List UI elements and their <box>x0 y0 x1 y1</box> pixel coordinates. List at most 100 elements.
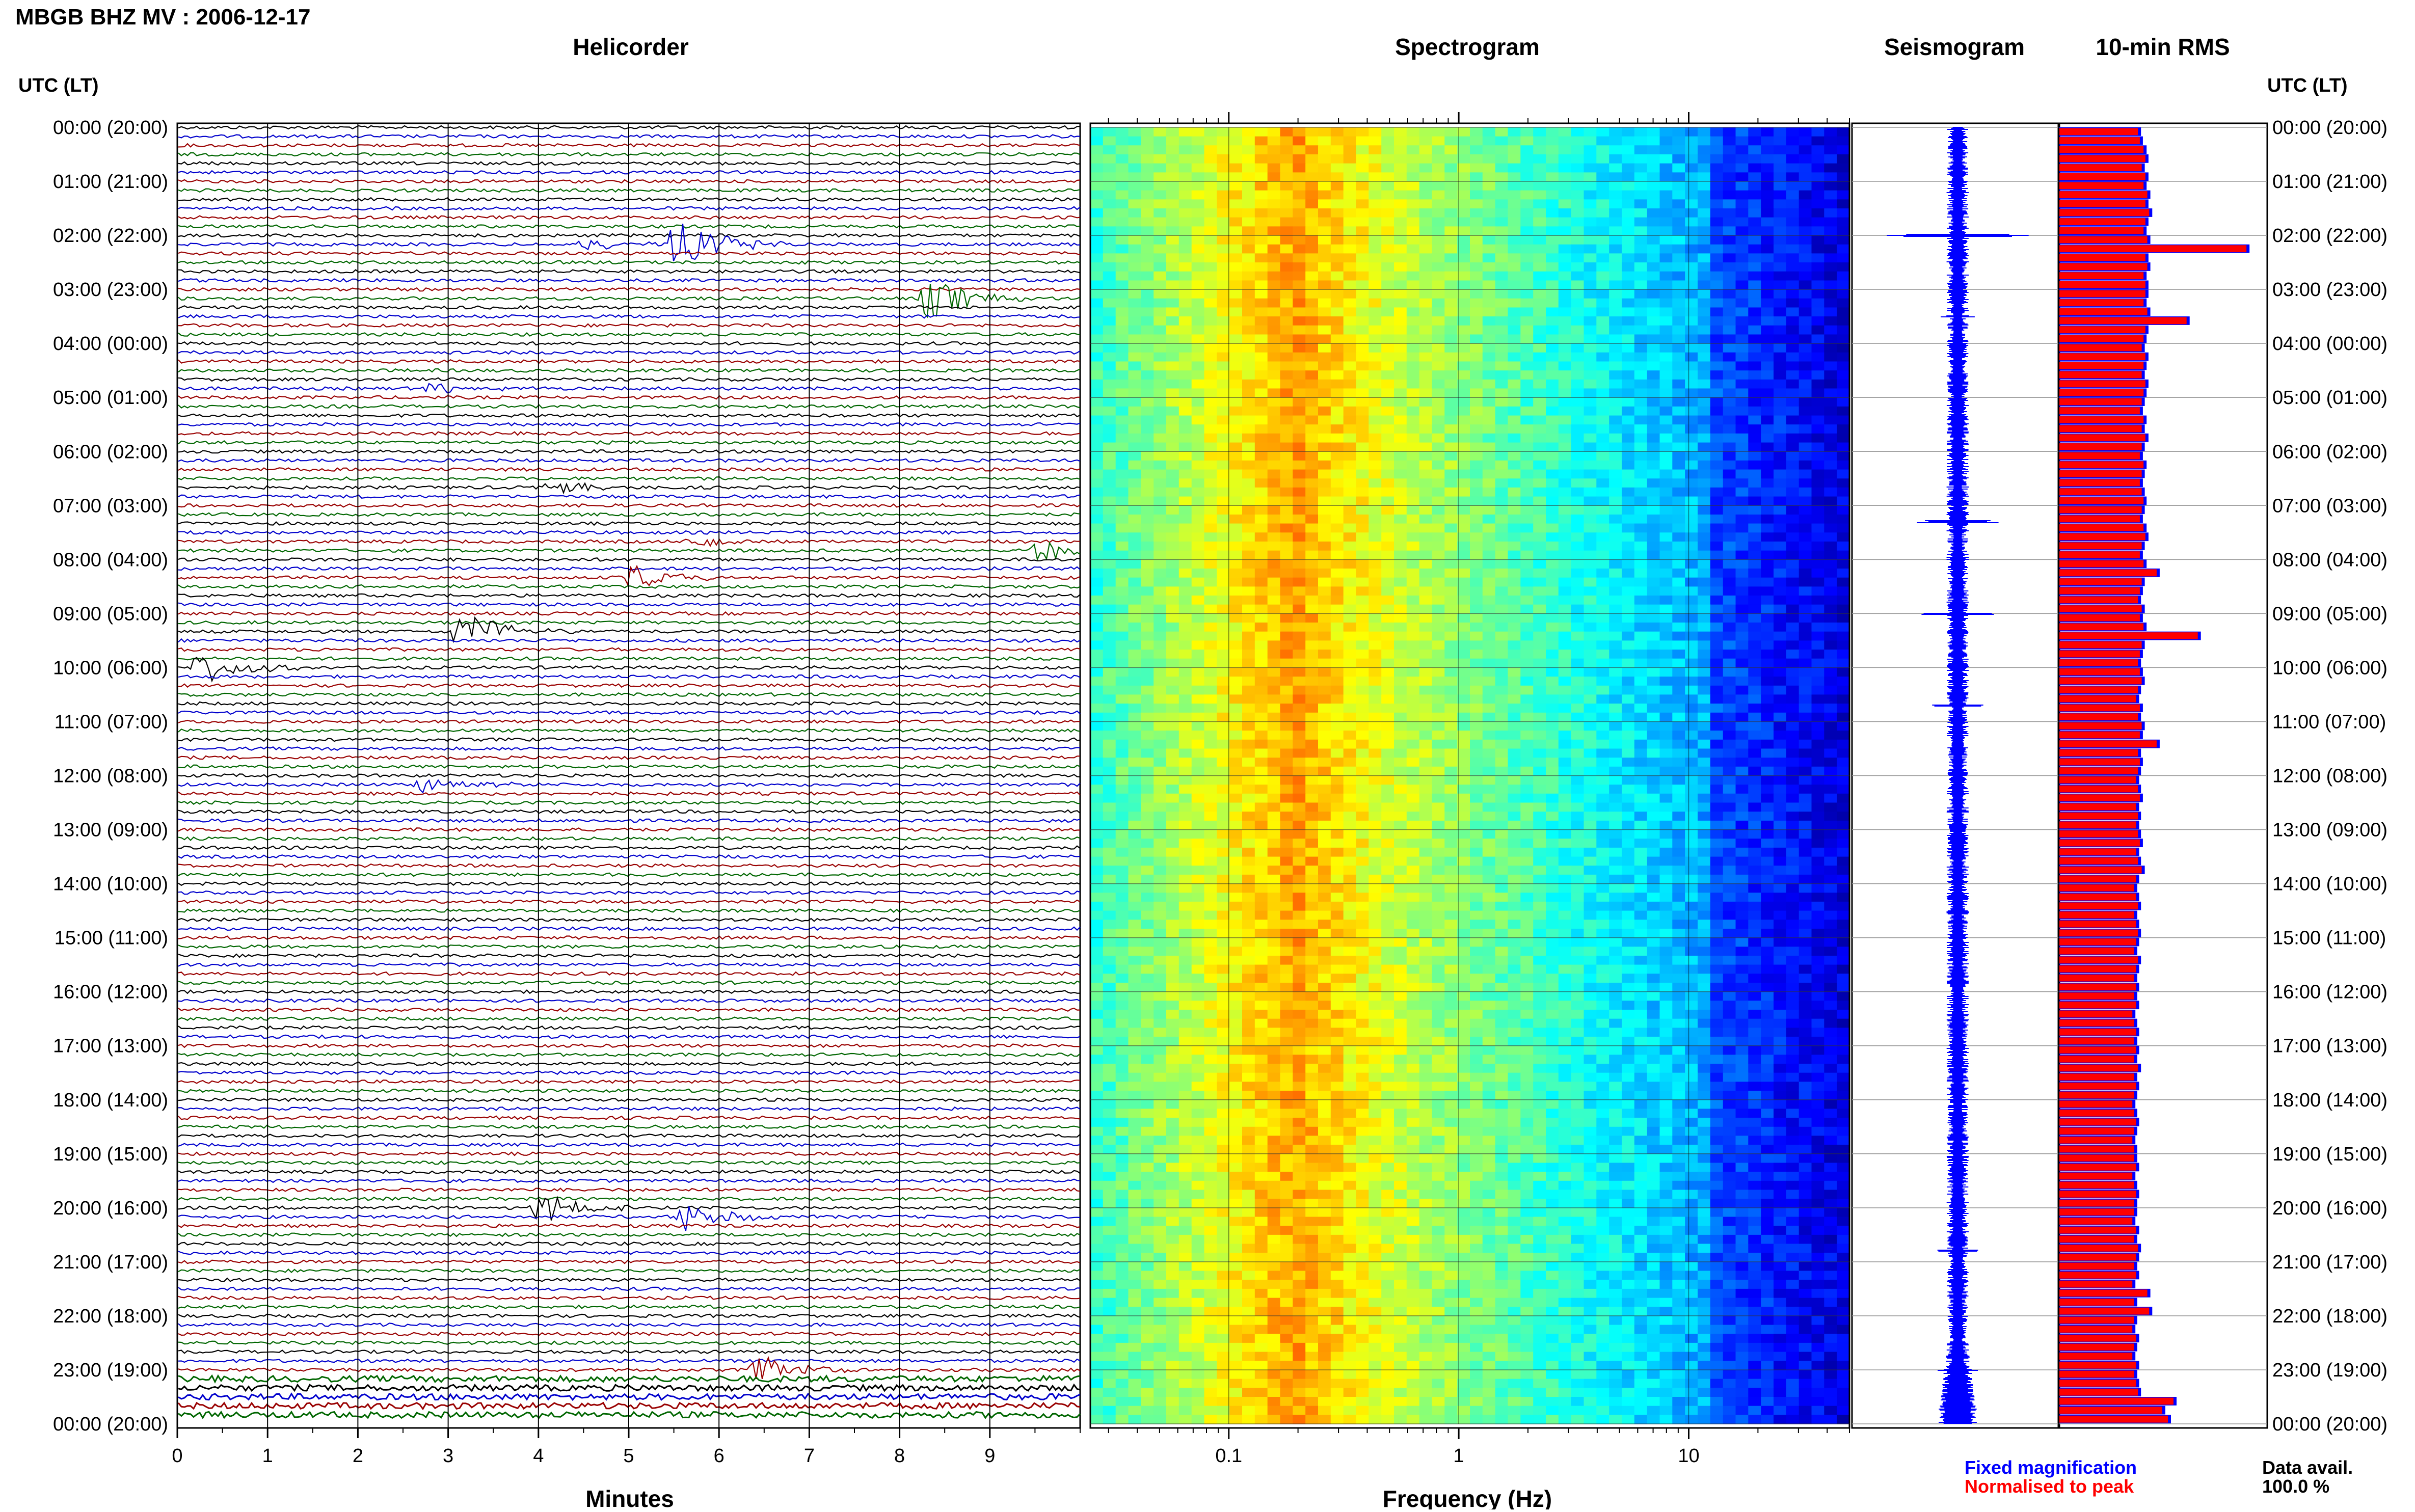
spectrogram-cell <box>1457 316 1470 326</box>
spectrogram-cell <box>1141 488 1154 497</box>
spectrogram-cell <box>1622 551 1635 560</box>
spectrogram-cell <box>1622 613 1635 623</box>
spectrogram-cell <box>1153 362 1167 371</box>
spectrogram-cell <box>1129 776 1142 785</box>
spectrogram-cell <box>1268 380 1281 389</box>
spectrogram-cell <box>1685 308 1698 317</box>
spectrogram-cell <box>1837 478 1850 488</box>
spectrogram-cell <box>1153 461 1167 470</box>
spectrogram-cell <box>1305 164 1319 173</box>
spectrogram-cell <box>1634 559 1648 569</box>
spectrogram-cell <box>1217 281 1230 290</box>
spectrogram-cell <box>1609 559 1622 569</box>
spectrogram-cell <box>1344 370 1357 380</box>
spectrogram-cell <box>1520 154 1534 164</box>
spectrogram-cell <box>1824 137 1837 146</box>
spectrogram-cell <box>1685 758 1698 767</box>
spectrogram-cell <box>1520 677 1534 686</box>
spectrogram-cell <box>1824 145 1837 154</box>
spectrogram-cell <box>1192 434 1205 443</box>
spectrogram-cell <box>1685 451 1698 461</box>
spectrogram-cell <box>1660 416 1673 425</box>
spectrogram-cell <box>1483 551 1496 560</box>
spectrogram-cell <box>1622 478 1635 488</box>
spectrogram-cell <box>1634 262 1648 272</box>
spectrogram-cell <box>1584 353 1597 362</box>
spectrogram-cell <box>1672 605 1685 614</box>
spectrogram-cell <box>1166 343 1179 353</box>
spectrogram-cell <box>1786 199 1800 208</box>
spectrogram-cell <box>1672 416 1685 425</box>
spectrogram-cell <box>1217 478 1230 488</box>
spectrogram-cell <box>1255 218 1268 227</box>
spectrogram-cell <box>1268 326 1281 335</box>
spectrogram-cell <box>1723 776 1736 785</box>
spectrogram-cell <box>1546 812 1559 821</box>
spectrogram-cell <box>1786 731 1800 740</box>
spectrogram-cell <box>1356 416 1370 425</box>
spectrogram-cell <box>1495 515 1509 524</box>
spectrogram-cell <box>1179 767 1192 776</box>
spectrogram-cell <box>1736 451 1749 461</box>
spectrogram-cell <box>1153 632 1167 641</box>
spectrogram-cell <box>1723 785 1736 794</box>
spectrogram-cell <box>1242 758 1255 767</box>
spectrogram-cell <box>1280 677 1294 686</box>
spectrogram-cell <box>1407 407 1420 416</box>
spectrogram-cell <box>1381 551 1394 560</box>
spectrogram-cell <box>1090 281 1104 290</box>
spectrogram-cell <box>1090 839 1104 848</box>
spectrogram-cell <box>1242 235 1255 245</box>
spectrogram-cell <box>1736 272 1749 281</box>
spectrogram-cell <box>1609 397 1622 407</box>
spectrogram-cell <box>1255 839 1268 848</box>
spectrogram-cell <box>1483 245 1496 254</box>
spectrogram-cell <box>1520 694 1534 704</box>
spectrogram-cell <box>1672 569 1685 578</box>
spectrogram-cell <box>1508 740 1521 749</box>
spectrogram-cell <box>1824 380 1837 389</box>
spectrogram-cell <box>1166 722 1179 731</box>
spectrogram-cell <box>1166 380 1179 389</box>
spectrogram-cell <box>1268 407 1281 416</box>
spectrogram-cell <box>1444 154 1458 164</box>
spectrogram-cell <box>1331 767 1344 776</box>
spectrogram-cell <box>1369 443 1382 452</box>
spectrogram-cell <box>1786 154 1800 164</box>
spectrogram-cell <box>1584 191 1597 200</box>
spectrogram-cell <box>1520 326 1534 335</box>
spectrogram-cell <box>1331 208 1344 218</box>
spectrogram-cell <box>1103 470 1116 479</box>
spectrogram-cell <box>1242 694 1255 704</box>
spectrogram-cell <box>1394 308 1407 317</box>
spectrogram-cell <box>1799 434 1812 443</box>
spectrogram-cell <box>1837 650 1850 659</box>
spectrogram-cell <box>1318 848 1331 857</box>
spectrogram-cell <box>1470 551 1483 560</box>
spectrogram-cell <box>1799 478 1812 488</box>
spectrogram-cell <box>1495 208 1509 218</box>
spectrogram-cell <box>1217 722 1230 731</box>
spectrogram-cell <box>1571 497 1585 506</box>
spectrogram-cell <box>1103 731 1116 740</box>
spectrogram-cell <box>1217 272 1230 281</box>
spectrogram-cell <box>1103 226 1116 235</box>
spectrogram-cell <box>1356 596 1370 605</box>
spectrogram-cell <box>1192 722 1205 731</box>
spectrogram-cell <box>1672 154 1685 164</box>
spectrogram-cell <box>1622 785 1635 794</box>
spectrogram-cell <box>1748 145 1761 154</box>
spectrogram-cell <box>1280 470 1294 479</box>
spectrogram-cell <box>1179 686 1192 695</box>
spectrogram-cell <box>1116 478 1129 488</box>
spectrogram-cell <box>1369 407 1382 416</box>
spectrogram-cell <box>1166 316 1179 326</box>
spectrogram-cell <box>1318 694 1331 704</box>
spectrogram-cell <box>1837 812 1850 821</box>
spectrogram-cell <box>1116 245 1129 254</box>
spectrogram-cell <box>1369 353 1382 362</box>
spectrogram-cell <box>1483 164 1496 173</box>
spectrogram-cell <box>1748 667 1761 677</box>
spectrogram-cell <box>1369 578 1382 587</box>
spectrogram-cell <box>1596 613 1609 623</box>
